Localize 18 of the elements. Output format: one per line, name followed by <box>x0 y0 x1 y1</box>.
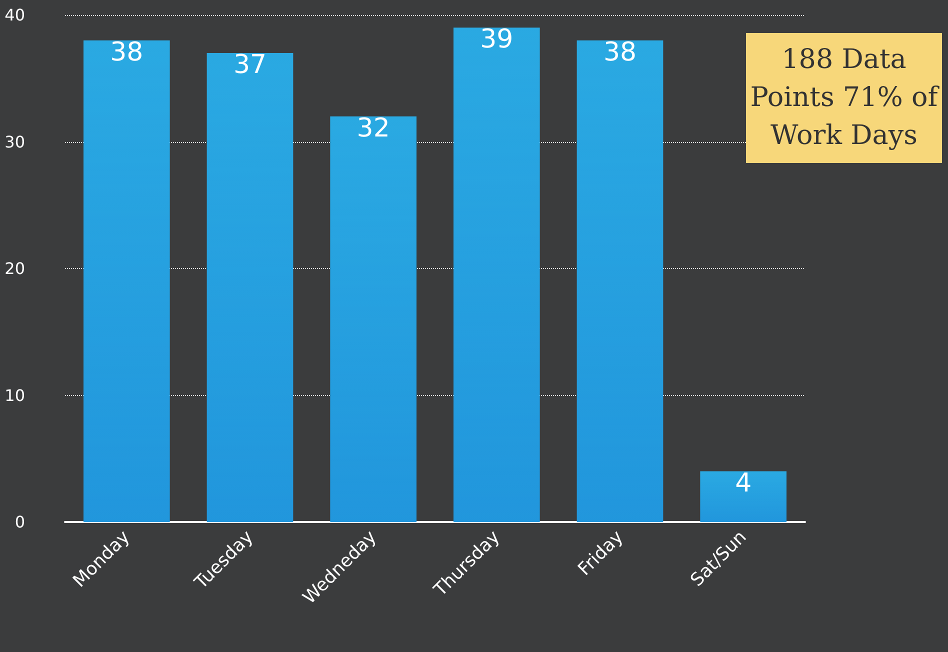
annotation: 188 Data Points 71% of Work Days <box>746 33 942 163</box>
bar <box>576 40 664 522</box>
y-tick-label: 20 <box>4 259 25 278</box>
y-tick-label: 10 <box>4 386 25 405</box>
data-label: 32 <box>356 113 390 144</box>
y-tick-label: 30 <box>4 132 25 152</box>
bar <box>454 28 540 522</box>
data-label: 37 <box>233 50 267 80</box>
y-tick-label: 0 <box>14 512 25 532</box>
data-label: 38 <box>110 37 144 68</box>
bar <box>700 471 786 522</box>
bar <box>330 116 416 522</box>
data-label: 38 <box>603 37 637 68</box>
data-label: 4 <box>735 468 752 498</box>
data-label: 39 <box>480 24 514 55</box>
bar <box>84 40 170 522</box>
bar <box>206 53 294 522</box>
y-tick-label: 40 <box>4 6 25 24</box>
